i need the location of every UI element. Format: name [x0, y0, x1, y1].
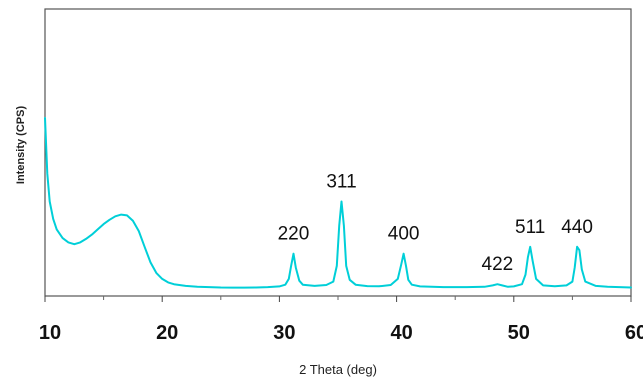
x-tick-label: 60: [625, 322, 643, 344]
series-line: [44, 117, 632, 289]
peak-label: 422: [482, 254, 514, 275]
x-tick-label: 10: [39, 322, 61, 344]
x-axis-ticks: [44, 296, 632, 302]
peak-label: 400: [388, 224, 420, 245]
peak-label: 311: [326, 172, 356, 193]
x-tick-label: 50: [508, 322, 530, 344]
peak-label: 511: [515, 217, 545, 238]
peak-label: 220: [278, 224, 310, 245]
x-tick-label: 30: [273, 322, 295, 344]
peak-label: 440: [561, 217, 593, 238]
x-axis-tick-labels: 10 20 30 40 50 60: [39, 322, 643, 344]
x-tick-label: 20: [156, 322, 178, 344]
x-axis-title: 2 Theta (deg): [299, 362, 377, 377]
x-tick-label: 40: [390, 322, 412, 344]
y-axis-title: Intensity (CPS): [15, 106, 27, 185]
